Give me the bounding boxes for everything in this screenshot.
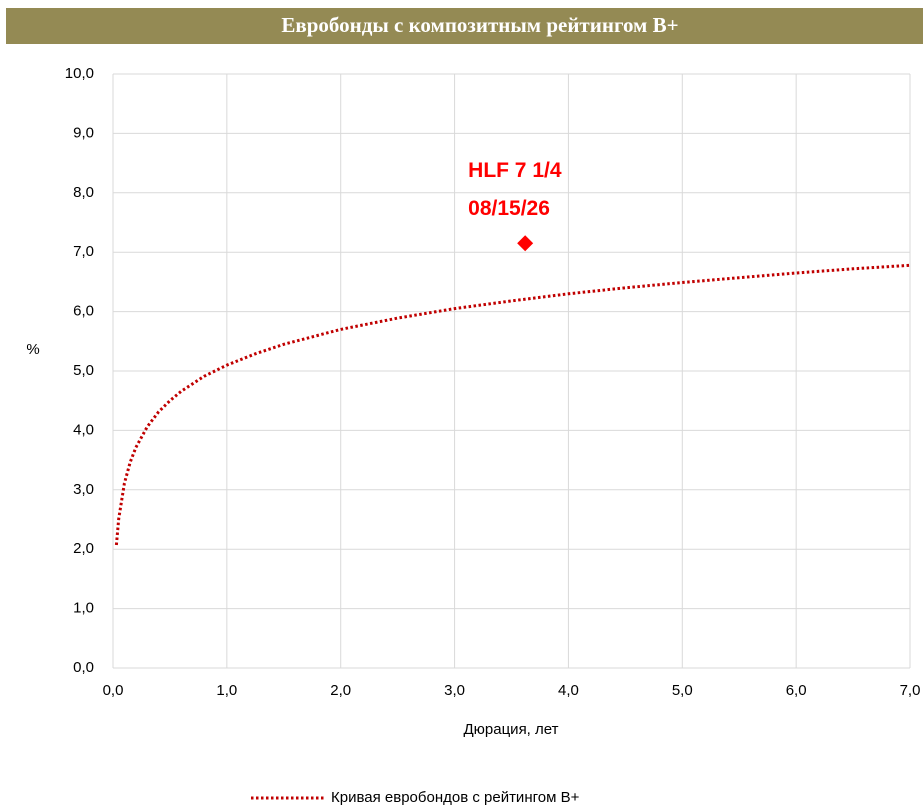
y-axis-label: % [26,341,39,358]
y-tick-label: 2,0 [73,540,94,557]
x-tick-label: 7,0 [900,682,921,699]
title-banner [6,8,923,44]
point-marker [517,235,534,252]
legend-label: Кривая евробондов с рейтингом B+ [331,789,580,806]
y-tick-label: 3,0 [73,481,94,498]
point-annotation: HLF 7 1/4 [468,159,562,182]
y-tick-label: 10,0 [65,65,94,82]
y-tick-label: 4,0 [73,421,94,438]
point-annotation: 08/15/26 [468,197,550,220]
y-tick-label: 1,0 [73,600,94,617]
x-tick-label: 3,0 [444,682,465,699]
line-series [114,263,911,546]
x-tick-label: 2,0 [330,682,351,699]
x-tick-label: 5,0 [672,682,693,699]
y-tick-label: 6,0 [73,303,94,320]
x-tick-label: 1,0 [216,682,237,699]
y-tick-label: 8,0 [73,184,94,201]
x-tick-label: 0,0 [103,682,124,699]
y-tick-label: 5,0 [73,362,94,379]
x-tick-label: 6,0 [786,682,807,699]
y-tick-label: 7,0 [73,243,94,260]
chart-title: Евробонды с композитным рейтингом B+ [281,13,678,37]
x-axis-label: Дюрация, лет [464,721,559,738]
y-tick-label: 0,0 [73,659,94,676]
x-tick-label: 4,0 [558,682,579,699]
y-tick-label: 9,0 [73,124,94,141]
